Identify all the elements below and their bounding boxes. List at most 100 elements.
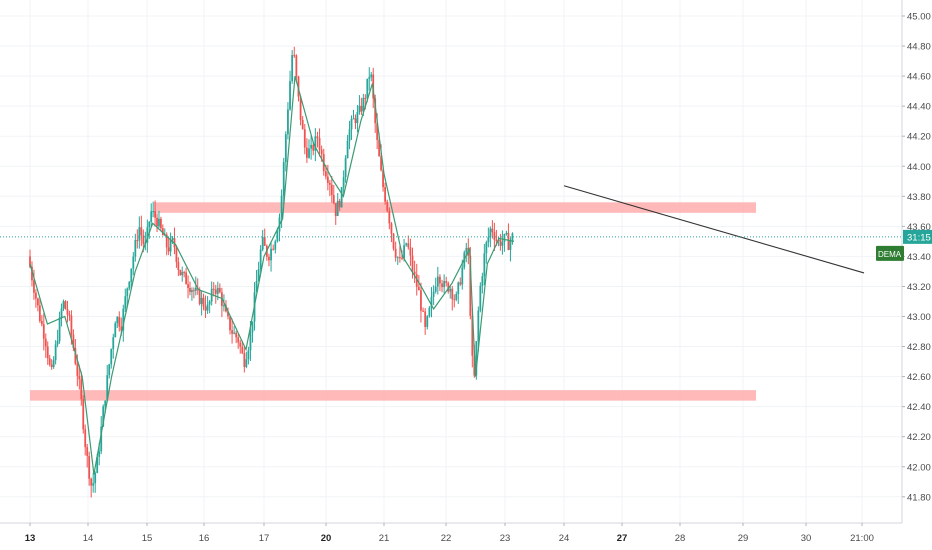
support-resistance-zones (30, 202, 756, 401)
candle-body (299, 96, 302, 120)
candle-body (493, 232, 496, 240)
candle-body (98, 451, 101, 457)
candle-body (336, 200, 339, 216)
candle-body (42, 324, 45, 339)
time-tick-label: 21:00 (850, 533, 874, 544)
candle-body (140, 227, 143, 236)
candle-body (218, 287, 221, 293)
candle-body (161, 228, 164, 236)
candle-body (136, 240, 139, 242)
candle-body (386, 201, 389, 211)
candle-body (350, 119, 353, 130)
candle-body (328, 182, 331, 185)
price-tick-label: 43.60 (907, 222, 931, 233)
candle-body (398, 257, 401, 259)
candle-body (475, 341, 478, 376)
time-tick-label: 27 (617, 533, 628, 544)
candle-body (507, 232, 510, 250)
candle-body (479, 285, 482, 311)
candle-body (194, 287, 197, 291)
candle-body (104, 400, 107, 407)
candle-body (202, 297, 205, 307)
candle-body (198, 289, 201, 304)
price-tick-label: 43.00 (907, 312, 931, 323)
price-tick-label: 43.80 (907, 192, 931, 203)
candle-body (152, 211, 155, 213)
price-tick-label: 42.20 (907, 432, 931, 443)
candle-body (231, 330, 233, 334)
candle-body (445, 281, 448, 283)
candle-body (388, 210, 391, 224)
candle-body (146, 227, 149, 243)
candle-body (94, 472, 97, 484)
candle-body (415, 274, 418, 287)
time-tick-label: 21 (379, 533, 390, 544)
candle-body (352, 118, 355, 120)
candle-body (284, 134, 287, 163)
candle-body (447, 282, 450, 292)
candle-body (434, 286, 437, 292)
candle-body (92, 483, 95, 486)
candle-body (485, 242, 488, 254)
time-tick-label: 13 (25, 533, 36, 544)
candle-body (86, 447, 89, 457)
candle-body (169, 239, 172, 252)
candle-body (249, 332, 252, 351)
candle-body (46, 346, 49, 359)
candle-body (179, 269, 182, 276)
candle-body (175, 247, 178, 263)
dema-series (29, 75, 515, 475)
candle-body (206, 304, 209, 311)
candle-body (511, 233, 514, 241)
candle-body (225, 305, 227, 312)
price-tick-label: 42.60 (907, 372, 931, 383)
candle-body (96, 456, 99, 473)
candle-body (469, 255, 472, 316)
candle-body (436, 276, 439, 287)
candle-body (257, 269, 260, 281)
candle-body (189, 288, 191, 292)
price-tick-label: 42.80 (907, 342, 931, 353)
trendline[interactable] (563, 185, 865, 274)
candle-body (289, 81, 291, 110)
candle-body (503, 234, 506, 242)
candle-body (316, 136, 319, 138)
candle-body (72, 334, 75, 348)
candle-body (192, 290, 195, 292)
candle-body (457, 282, 460, 295)
candle-body (31, 266, 33, 281)
candle-body (156, 217, 158, 227)
candle-body (295, 55, 298, 77)
time-tick-label: 22 (441, 533, 452, 544)
candle-body (70, 315, 73, 335)
candle-body (84, 429, 87, 448)
candle-body (473, 355, 476, 376)
candle-body (227, 311, 229, 317)
candle-body (348, 129, 351, 141)
dema-tag-label: DEMA (878, 250, 902, 259)
candle-body (76, 363, 79, 376)
candle-body (116, 317, 119, 324)
candle-body (312, 144, 315, 151)
candle-body (122, 308, 125, 331)
candle-body (38, 305, 41, 321)
time-tick-label: 29 (738, 533, 749, 544)
dema-tag (876, 245, 904, 261)
candle-body (461, 267, 464, 285)
price-tick-label: 41.80 (907, 492, 931, 503)
candle-body (358, 105, 361, 112)
candle-body (360, 105, 363, 112)
candle-body (499, 239, 502, 246)
candle-body (334, 203, 337, 216)
candle-body (160, 218, 162, 229)
candle-body (384, 187, 387, 202)
candle-body (280, 195, 283, 218)
candle-body (282, 162, 285, 196)
time-tick-label: 23 (500, 533, 511, 544)
candle-body (407, 243, 410, 248)
candle-body (214, 289, 217, 294)
candle-body (356, 111, 359, 124)
trendline-segment[interactable] (563, 185, 865, 274)
candle-body (158, 218, 160, 227)
